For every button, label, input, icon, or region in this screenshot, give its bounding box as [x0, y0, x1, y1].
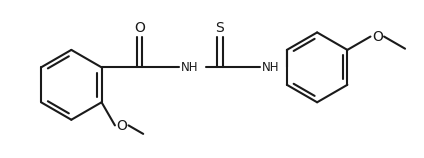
Text: O: O — [372, 30, 383, 44]
Text: NH: NH — [262, 61, 279, 74]
Text: O: O — [134, 21, 145, 35]
Text: S: S — [215, 21, 224, 35]
Text: O: O — [116, 119, 127, 133]
Text: NH: NH — [181, 61, 198, 74]
